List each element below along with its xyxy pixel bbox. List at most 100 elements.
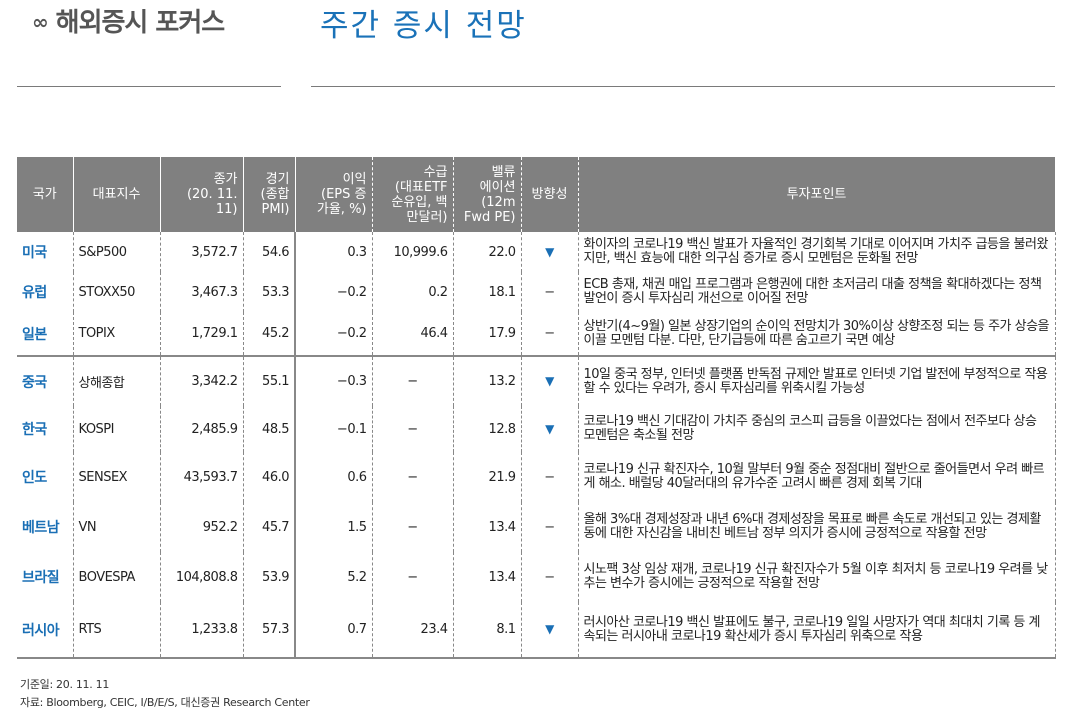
col-header-country: 국가 [17, 157, 74, 232]
cell-pmi: 57.3 [243, 602, 296, 659]
cell-close: 43,593.7 [160, 452, 244, 502]
cell-pe: 13.4 [453, 552, 522, 602]
cell-direction: ▼ [521, 406, 579, 452]
cell-country: 일본 [17, 312, 74, 357]
table-row: 일본 TOPIX 1,729.1 45.2 −0.2 46.4 17.9 − 상… [17, 312, 1056, 357]
cell-country: 유럽 [17, 272, 74, 312]
dash-icon: − [544, 569, 555, 585]
cell-flow: − [372, 356, 454, 406]
cell-index: RTS [73, 602, 161, 659]
table-row: 인도 SENSEX 43,593.7 46.0 0.6 − 21.9 − 코로나… [17, 452, 1056, 502]
cell-country: 베트남 [17, 502, 74, 552]
cell-point: 러시아산 코로나19 백신 발표에도 불구, 코로나19 일일 사망자가 역대 … [578, 602, 1056, 659]
cell-pe: 12.8 [453, 406, 522, 452]
cell-close: 3,342.2 [160, 356, 244, 406]
cell-point: 상반기(4~9월) 일본 상장기업의 순이익 전망치가 30%이상 상향조정 되… [578, 312, 1056, 357]
divider-left [17, 86, 281, 87]
divider-right [311, 86, 1055, 87]
cell-point: 올해 3%대 경제성장과 내년 6%대 경제성장을 목표로 빠른 속도로 개선되… [578, 502, 1056, 552]
section-title-text: 해외증시 포커스 [55, 8, 225, 38]
cell-index: STOXX50 [73, 272, 161, 312]
cell-eps: 1.5 [295, 502, 373, 552]
infinity-icon: ∞ [32, 10, 49, 34]
cell-direction: − [521, 272, 579, 312]
dash-icon: − [544, 469, 555, 485]
cell-eps: −0.2 [295, 272, 373, 312]
market-outlook-table: 국가 대표지수 종가 (20. 11. 11) 경기 (종합 PMI) 이익 (… [17, 157, 1056, 659]
cell-index: VN [73, 502, 161, 552]
cell-pmi: 54.6 [243, 232, 296, 272]
cell-eps: 0.7 [295, 602, 373, 659]
table-row: 한국 KOSPI 2,485.9 48.5 −0.1 − 12.8 ▼ 코로나1… [17, 406, 1056, 452]
cell-direction: − [521, 552, 579, 602]
cell-country: 미국 [17, 232, 74, 272]
down-triangle-icon: ▼ [545, 421, 554, 436]
cell-pe: 22.0 [453, 232, 522, 272]
cell-pe: 17.9 [453, 312, 522, 357]
cell-point: 코로나19 신규 확진자수, 10월 말부터 9월 중순 정점대비 절반으로 줄… [578, 452, 1056, 502]
cell-close: 1,729.1 [160, 312, 244, 357]
cell-close: 952.2 [160, 502, 244, 552]
col-header-index: 대표지수 [73, 157, 161, 232]
cell-pmi: 45.7 [243, 502, 296, 552]
cell-direction: − [521, 312, 579, 357]
table-header-row: 국가 대표지수 종가 (20. 11. 11) 경기 (종합 PMI) 이익 (… [17, 157, 1056, 232]
down-triangle-icon: ▼ [545, 244, 554, 259]
cell-close: 2,485.9 [160, 406, 244, 452]
table-row: 브라질 BOVESPA 104,808.8 53.9 5.2 − 13.4 − … [17, 552, 1056, 602]
cell-index: SENSEX [73, 452, 161, 502]
cell-pe: 21.9 [453, 452, 522, 502]
cell-eps: −0.2 [295, 312, 373, 357]
cell-pe: 13.4 [453, 502, 522, 552]
cell-flow: − [372, 502, 454, 552]
cell-direction: ▼ [521, 602, 579, 659]
base-date-note: 기준일: 20. 11. 11 [20, 678, 110, 691]
down-triangle-icon: ▼ [545, 374, 554, 388]
cell-point: ECB 총재, 채권 매입 프로그램과 은행권에 대한 초저금리 대출 정책을 … [578, 272, 1056, 312]
table-row: 러시아 RTS 1,233.8 57.3 0.7 23.4 8.1 ▼ 러시아산… [17, 602, 1056, 659]
cell-pmi: 45.2 [243, 312, 296, 357]
cell-eps: −0.3 [295, 356, 373, 406]
table-row: 베트남 VN 952.2 45.7 1.5 − 13.4 − 올해 3%대 경제… [17, 502, 1056, 552]
cell-index: TOPIX [73, 312, 161, 357]
cell-index: S&P500 [73, 232, 161, 272]
col-header-pe: 밸류 에이션 (12m Fwd PE) [453, 157, 522, 232]
cell-pe: 18.1 [453, 272, 522, 312]
cell-direction: − [521, 452, 579, 502]
col-header-direction: 방향성 [521, 157, 579, 232]
dash-icon: − [544, 326, 555, 341]
cell-eps: 5.2 [295, 552, 373, 602]
cell-index: KOSPI [73, 406, 161, 452]
cell-point: 10일 중국 정부, 인터넷 플랫폼 반독점 규제안 발표로 인터넷 기업 발전… [578, 356, 1056, 406]
cell-eps: 0.6 [295, 452, 373, 502]
cell-index: 상해종합 [73, 356, 161, 406]
cell-close: 3,467.3 [160, 272, 244, 312]
section-title: ∞ 해외증시 포커스 [32, 2, 225, 39]
dash-icon: − [544, 284, 555, 300]
table-row: 미국 S&P500 3,572.7 54.6 0.3 10,999.6 22.0… [17, 232, 1056, 272]
cell-pmi: 55.1 [243, 356, 296, 406]
col-header-eps: 이익 (EPS 증 가율, %) [295, 157, 373, 232]
cell-pe: 8.1 [453, 602, 522, 659]
cell-point: 화이자의 코로나19 백신 발표가 자율적인 경기회복 기대로 이어지며 가치주… [578, 232, 1056, 272]
cell-flow: − [372, 552, 454, 602]
cell-pmi: 53.3 [243, 272, 296, 312]
table-row: 중국 상해종합 3,342.2 55.1 −0.3 − 13.2 ▼ 10일 중… [17, 356, 1056, 406]
page-title: 주간 증시 전망 [320, 8, 527, 44]
cell-eps: 0.3 [295, 232, 373, 272]
col-header-pmi: 경기 (종합 PMI) [243, 157, 296, 232]
cell-country: 인도 [17, 452, 74, 502]
cell-point: 코로나19 백신 기대감이 가치주 중심의 코스피 급등을 이끌었다는 점에서 … [578, 406, 1056, 452]
cell-pe: 13.2 [453, 356, 522, 406]
cell-eps: −0.1 [295, 406, 373, 452]
cell-country: 러시아 [17, 602, 74, 659]
cell-direction: ▼ [521, 356, 579, 406]
dash-icon: − [544, 519, 555, 535]
cell-flow: 10,999.6 [372, 232, 454, 272]
cell-close: 3,572.7 [160, 232, 244, 272]
cell-pmi: 48.5 [243, 406, 296, 452]
cell-flow: 0.2 [372, 272, 454, 312]
col-header-close: 종가 (20. 11. 11) [160, 157, 244, 232]
down-triangle-icon: ▼ [545, 622, 554, 636]
cell-flow: − [372, 406, 454, 452]
